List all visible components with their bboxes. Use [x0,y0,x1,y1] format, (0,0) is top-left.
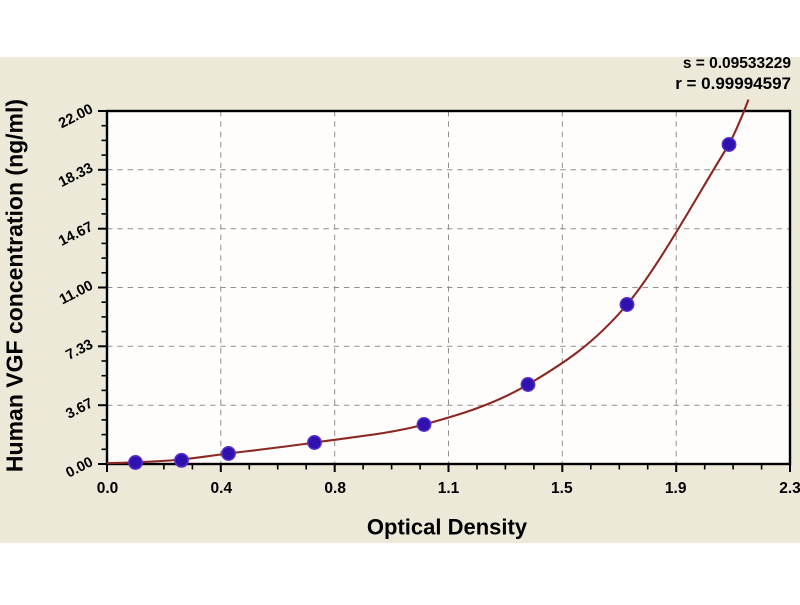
svg-text:0.8: 0.8 [324,480,346,497]
svg-text:0.0: 0.0 [97,480,119,497]
svg-text:r = 0.99994597: r = 0.99994597 [675,74,791,93]
svg-text:2.3: 2.3 [779,480,800,497]
svg-text:Optical Density: Optical Density [367,515,528,540]
svg-text:1.9: 1.9 [665,480,687,497]
svg-text:s = 0.09533229: s = 0.09533229 [683,55,792,72]
svg-text:0.4: 0.4 [211,480,233,497]
svg-text:Human VGF concentration (ng/ml: Human VGF concentration (ng/ml) [2,99,28,472]
svg-text:1.1: 1.1 [438,480,460,497]
svg-text:1.5: 1.5 [551,480,573,497]
